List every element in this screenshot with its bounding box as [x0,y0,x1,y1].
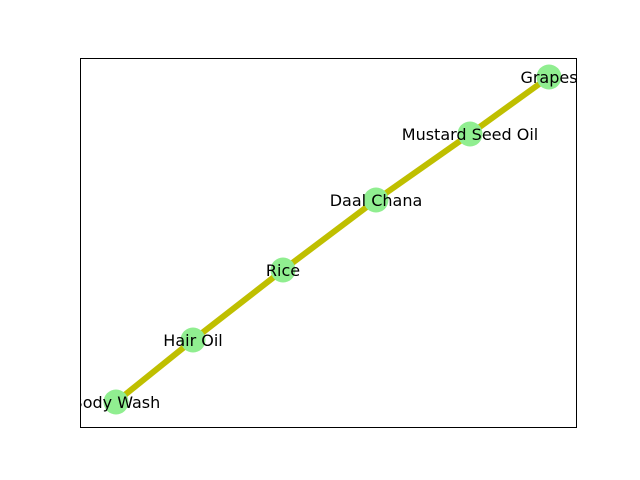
edge-mustard_seed_oil-grapes [468,74,551,137]
node-hair_oil [180,327,206,353]
node-grapes [536,64,562,90]
node-daal_chana [363,187,389,213]
node-label-hair_oil: Hair Oil [163,331,222,350]
nodes-layer [103,64,562,415]
node-rice [270,257,296,283]
node-body_wash [103,389,129,415]
node-label-daal_chana: Daal Chana [330,191,423,210]
node-label-body_wash: Body Wash [72,393,161,412]
edge-rice-daal_chana [281,197,378,273]
edge-body_wash-hair_oil [114,337,195,405]
node-label-mustard_seed_oil: Mustard Seed Oil [402,125,538,144]
plot-frame [80,58,577,428]
node-mustard_seed_oil [457,121,483,147]
labels-layer: Body Wash Hair Oil Rice Daal Chana Mustard S… [72,68,577,412]
edge-daal_chana-mustard_seed_oil [374,131,472,203]
node-label-rice: Rice [266,261,300,280]
node-label-grapes: Grapes [520,68,577,87]
edge-hair_oil-rice [191,267,285,343]
edges-layer [114,74,551,405]
